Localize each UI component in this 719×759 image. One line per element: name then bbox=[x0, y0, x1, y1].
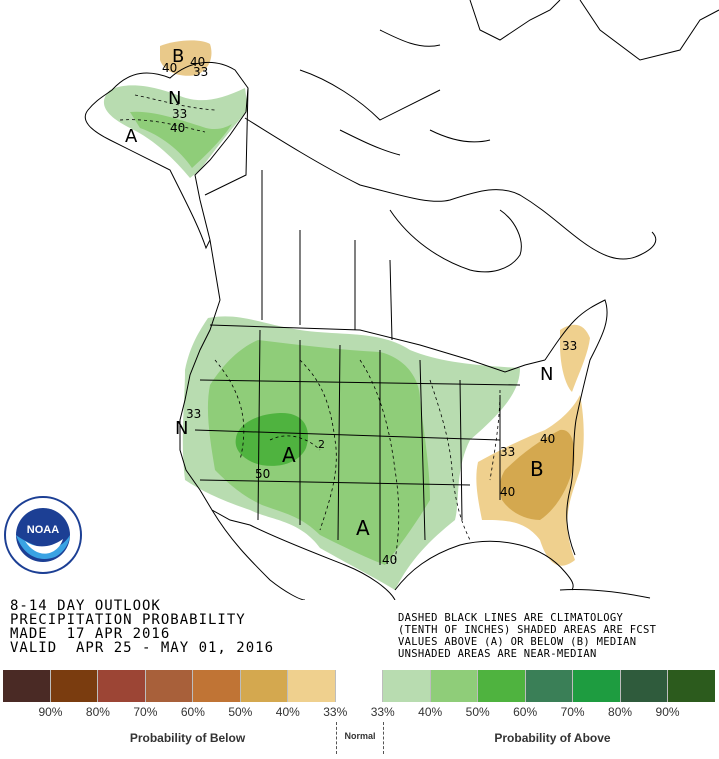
alaska-canada-border bbox=[204, 87, 249, 196]
legend-percent-label: 80% bbox=[85, 705, 110, 719]
legend-swatch bbox=[193, 670, 241, 702]
se-b-label: B bbox=[530, 457, 544, 481]
legend-swatch bbox=[383, 670, 431, 702]
outlook-subtitle: PRECIPITATION PROBABILITY bbox=[10, 612, 246, 628]
alaska-33b-label: 33 bbox=[172, 107, 187, 121]
us-canada-border bbox=[209, 324, 546, 373]
ne-n-label: N bbox=[540, 364, 553, 385]
west-50-label: 50 bbox=[255, 467, 270, 481]
legend-percent-label: 80% bbox=[608, 705, 633, 719]
outlook-header: 8-14 DAY OUTLOOK PRECIPITATION PROBABILI… bbox=[10, 599, 274, 655]
legend-swatch bbox=[3, 670, 51, 702]
legend-percent-label: 70% bbox=[133, 705, 158, 719]
se-40b-label: 40 bbox=[500, 485, 515, 499]
legend-swatch bbox=[620, 670, 669, 702]
west-33-label: 33 bbox=[186, 407, 201, 421]
alaska-33a-label: 33 bbox=[193, 65, 208, 79]
legend-percent-label: 90% bbox=[655, 705, 680, 719]
legend-percent-label: 60% bbox=[180, 705, 205, 719]
legend-percent-label: 50% bbox=[465, 705, 490, 719]
se-33-label: 33 bbox=[500, 445, 515, 459]
legend-swatch bbox=[525, 670, 574, 702]
west-2-label: 2 bbox=[318, 438, 325, 451]
normal-divider-left bbox=[336, 722, 337, 754]
legend-percent-label: 40% bbox=[418, 705, 443, 719]
legend-percent-label: 90% bbox=[38, 705, 63, 719]
legend-swatch bbox=[478, 670, 526, 702]
east-coast bbox=[544, 299, 608, 556]
alaska-40c-label: 40 bbox=[170, 121, 185, 135]
alaska-a-label: A bbox=[125, 126, 138, 147]
legend-percent-labels: 90% 80% 70% 60% 50% 40% 33% 33% 40% 50% 60% 70% 80% 9… bbox=[3, 705, 715, 721]
west-n-label: N bbox=[175, 418, 188, 439]
outlook-map: B 40 40 33 N 33 40 A 33 N 2 A 50 A 40 33… bbox=[84, 0, 719, 600]
se-40a-label: 40 bbox=[540, 432, 555, 446]
legend-percent-label: 40% bbox=[275, 705, 300, 719]
alaska-n-label: N bbox=[168, 88, 181, 109]
legend-percent-label: 50% bbox=[228, 705, 253, 719]
legend-swatch bbox=[50, 670, 99, 702]
gulf-coast bbox=[249, 524, 574, 600]
legend-percent-label: 70% bbox=[560, 705, 585, 719]
legend-below-title: Probability of Below bbox=[129, 731, 246, 745]
noaa-logo-text: NOAA bbox=[27, 524, 59, 536]
normal-divider-right bbox=[383, 722, 384, 754]
legend-above-title: Probability of Above bbox=[494, 731, 611, 745]
west-a-label: A bbox=[282, 443, 296, 467]
legend-swatch bbox=[240, 670, 289, 702]
note-line-2: (TENTH OF INCHES) SHADED AREAS ARE FCST bbox=[398, 624, 657, 636]
alaska-coast bbox=[84, 61, 249, 250]
noaa-logo: NOAA bbox=[4, 496, 82, 574]
alaska-b-label: B bbox=[172, 46, 184, 67]
outlook-title: 8-14 DAY OUTLOOK bbox=[10, 598, 161, 614]
hudson-bay bbox=[389, 209, 522, 273]
canada-outline bbox=[244, 117, 657, 260]
alaska-40a-label: 40 bbox=[190, 55, 205, 69]
legend-swatch bbox=[573, 670, 621, 702]
legend-swatch bbox=[145, 670, 194, 702]
central-above-40-region bbox=[207, 340, 430, 565]
note-line-4: UNSHADED AREAS ARE NEAR-MEDIAN bbox=[398, 648, 597, 660]
southeast-below-40-region bbox=[499, 429, 575, 520]
west-coast bbox=[179, 239, 251, 526]
northeast-below-region bbox=[560, 324, 590, 392]
note-line-1: DASHED BLACK LINES ARE CLIMATOLOGY bbox=[398, 612, 624, 624]
legend-swatch bbox=[430, 670, 479, 702]
alaska-40b-label: 40 bbox=[162, 61, 177, 75]
legend-swatch bbox=[668, 670, 715, 702]
alaska-below-region bbox=[160, 40, 212, 76]
south-40-label: 40 bbox=[382, 553, 397, 567]
legend-color-bar bbox=[3, 670, 715, 702]
legend-normal-title: Normal bbox=[344, 731, 376, 741]
south-a-label: A bbox=[356, 516, 370, 540]
legend-percent-label: 60% bbox=[513, 705, 538, 719]
ne-33-label: 33 bbox=[562, 339, 577, 353]
legend-percent-label: 33% bbox=[370, 705, 395, 719]
legend-swatch bbox=[98, 670, 146, 702]
outlook-made-date: MADE 17 APR 2016 bbox=[10, 626, 171, 642]
legend-swatch bbox=[335, 670, 384, 702]
note-line-3: VALUES ABOVE (A) OR BELOW (B) MEDIAN bbox=[398, 636, 637, 648]
outlook-valid-range: VALID APR 25 - MAY 01, 2016 bbox=[10, 640, 275, 656]
alaska-above-40-core bbox=[130, 111, 232, 168]
mexico-coast bbox=[211, 509, 306, 600]
legend-percent-label: 33% bbox=[323, 705, 348, 719]
map-notes: DASHED BLACK LINES ARE CLIMATOLOGY (TENT… bbox=[398, 612, 656, 660]
legend-swatch bbox=[288, 670, 336, 702]
